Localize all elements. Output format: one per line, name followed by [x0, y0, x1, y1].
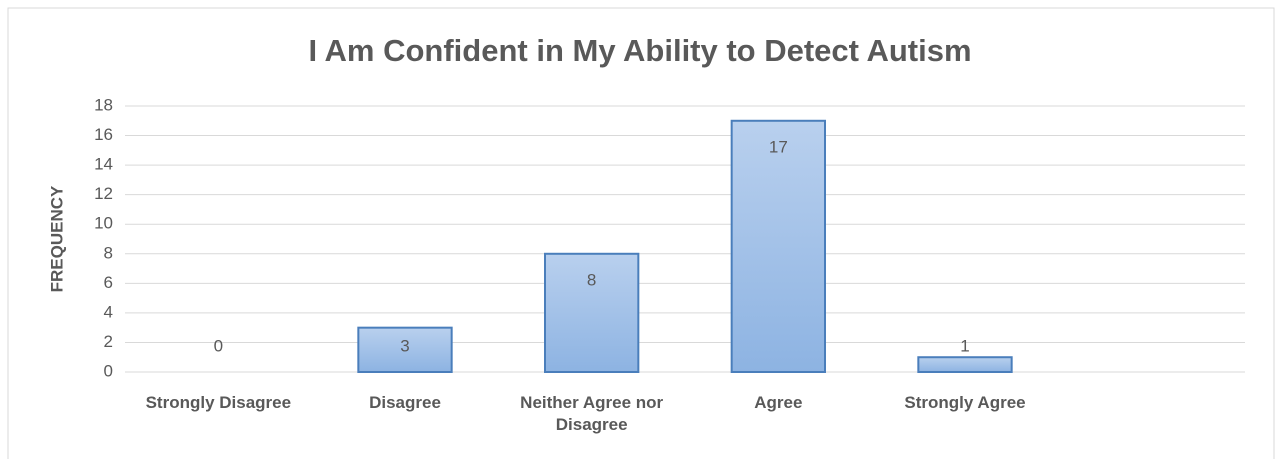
y-tick-label: 8 — [104, 243, 113, 262]
data-label: 3 — [400, 336, 409, 355]
y-tick-label: 14 — [94, 155, 113, 174]
x-tick-label: Disagree — [369, 393, 441, 412]
bar — [544, 252, 640, 373]
data-label: 8 — [587, 270, 596, 289]
bar — [357, 326, 453, 373]
y-tick-label: 16 — [94, 125, 113, 144]
x-tick-label: Neither Agree nor Disagree — [520, 393, 664, 434]
y-tick-label: 2 — [104, 332, 113, 351]
y-tick-label: 10 — [94, 214, 113, 233]
y-tick-label: 18 — [94, 95, 113, 114]
x-tick-label: Agree — [754, 393, 803, 412]
y-tick-label: 6 — [104, 273, 113, 292]
data-label: 1 — [960, 336, 969, 355]
bar — [730, 119, 827, 374]
y-tick-label: 4 — [104, 302, 113, 321]
data-label: 17 — [769, 137, 788, 156]
y-axis-label: FREQUENCY — [47, 185, 66, 292]
x-tick-label: Strongly Agree — [904, 393, 1026, 412]
x-tick-label: Strongly Disagree — [145, 393, 292, 412]
y-tick-label: 0 — [104, 361, 113, 380]
chart-title: I Am Confident in My Ability to Detect A… — [308, 33, 971, 68]
bar — [917, 356, 1013, 374]
y-tick-label: 12 — [94, 184, 113, 203]
data-label: 0 — [214, 336, 223, 355]
chart-border — [7, 7, 1275, 459]
